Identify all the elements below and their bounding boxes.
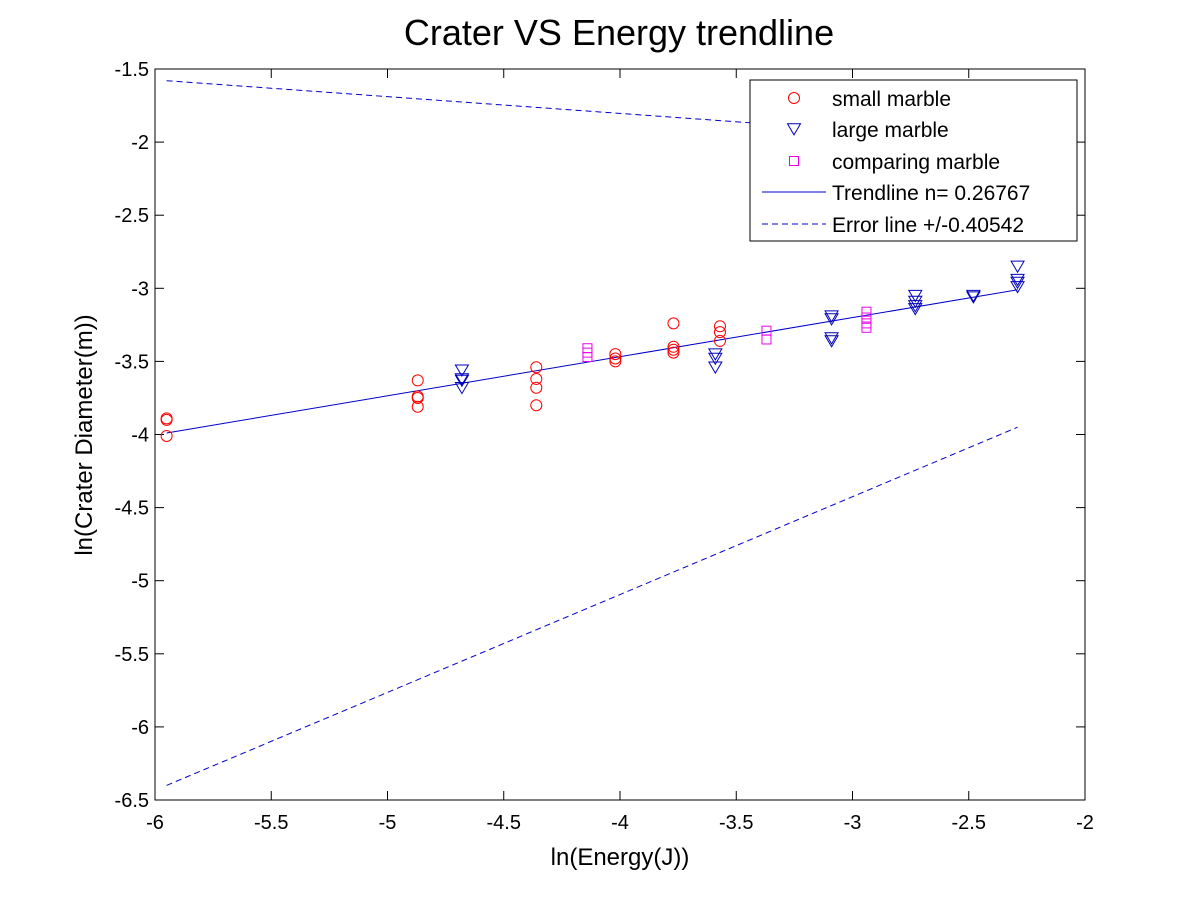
legend-marker [786, 123, 802, 136]
large-marble-point [454, 373, 470, 386]
small-marble-point [667, 317, 680, 330]
small-marble-point [411, 374, 424, 387]
y-tick-label: -5.5 [115, 644, 149, 666]
x-tick-label: -3.5 [719, 812, 753, 834]
comparing-marble-point [861, 306, 872, 317]
large-marble-point [824, 313, 839, 326]
large-marble-point [824, 310, 839, 323]
large-marble-point [707, 348, 723, 361]
small-marble-point [609, 352, 622, 365]
large-marble-point [454, 374, 470, 388]
chart-title: Crater VS Energy trendline [404, 12, 834, 53]
comparing-marble-point [761, 334, 772, 345]
small-marble-point [667, 346, 680, 359]
small-marble-point [160, 413, 173, 426]
y-tick-label: -1.5 [115, 59, 149, 81]
small-marble-point [713, 334, 726, 347]
large-marble-point [707, 361, 723, 375]
x-tick-label: -3 [844, 812, 862, 834]
large-marble-point [707, 352, 723, 366]
x-axis: -6 -5.5 -5 -4.5 -4 -3.5 -3 -2.5 -2 [146, 69, 1094, 834]
legend-box [749, 79, 1078, 242]
small-marble-point [530, 361, 543, 374]
small-marble-point [609, 355, 622, 368]
large-marble-point [1010, 273, 1025, 287]
y-tick-label: -3 [131, 278, 149, 300]
x-tick-label: -4.5 [487, 812, 521, 834]
x-tick-label: -2 [1076, 812, 1094, 834]
legend-label: large marble [832, 119, 949, 142]
legend-marker [788, 92, 800, 104]
large-marble-point [454, 364, 470, 378]
plot-frame [154, 68, 1086, 801]
small-marble-point [530, 399, 543, 412]
y-tick-label: -4 [131, 425, 149, 447]
small-marble-point [530, 381, 543, 394]
large-marble-point [966, 289, 981, 303]
small-marble-point [411, 391, 424, 404]
y-tick-label: -6 [131, 717, 149, 739]
y-tick-label: -6.5 [115, 790, 149, 812]
x-tick-label: -5.5 [254, 812, 288, 834]
legend-label: small marble [832, 88, 951, 111]
y-axis-label: ln(Crater Diameter(m)) [71, 314, 98, 555]
x-tick-label: -5 [379, 812, 397, 834]
large-marble-point [824, 332, 839, 345]
large-marble-point [907, 295, 923, 309]
x-tick-label: -4 [611, 812, 629, 834]
legend: small marble large marble comparing marble… [749, 79, 1078, 242]
large-marble-point [1010, 276, 1025, 290]
data-markers [160, 260, 1025, 442]
small-marble-point [667, 340, 680, 353]
y-tick-label: -5 [131, 571, 149, 593]
large-marble-point [907, 303, 923, 316]
large-marble-point [454, 382, 470, 395]
y-tick-label: -3.5 [115, 351, 149, 373]
legend-label: comparing marble [832, 151, 1000, 174]
large-marble-point [966, 291, 981, 304]
y-tick-label: -2 [131, 132, 149, 154]
large-marble-point [824, 335, 839, 348]
large-marble-point [1010, 281, 1025, 294]
small-marble-point [713, 326, 726, 339]
large-marble-point [907, 300, 923, 313]
small-marble-point [609, 348, 622, 361]
small-marble-point [160, 429, 173, 442]
y-axis: -1.5 -2 -2.5 -3 -3.5 -4 -4.5 -5 -5.5 -6 -6.5 [115, 59, 1085, 812]
small-marble-point [667, 343, 680, 356]
comparing-marble-point [582, 352, 593, 363]
large-marble-point [1010, 260, 1025, 274]
x-tick-label: -6 [146, 812, 164, 834]
small-marble-point [530, 372, 543, 385]
small-marble-point [713, 320, 726, 333]
legend-label: Error line +/-0.40542 [832, 214, 1024, 237]
comparing-marble-point [861, 312, 872, 323]
x-axis-label: ln(Energy(J)) [551, 844, 690, 871]
y-tick-label: -2.5 [115, 205, 149, 227]
error-line [166, 426, 1018, 786]
legend-marker [789, 156, 799, 166]
comparing-marble-point [861, 322, 872, 333]
y-tick-label: -4.5 [115, 498, 149, 520]
legend-label: Trendline n= 0.26767 [832, 182, 1030, 205]
x-tick-label: -2.5 [952, 812, 986, 834]
small-marble-point [411, 400, 424, 413]
